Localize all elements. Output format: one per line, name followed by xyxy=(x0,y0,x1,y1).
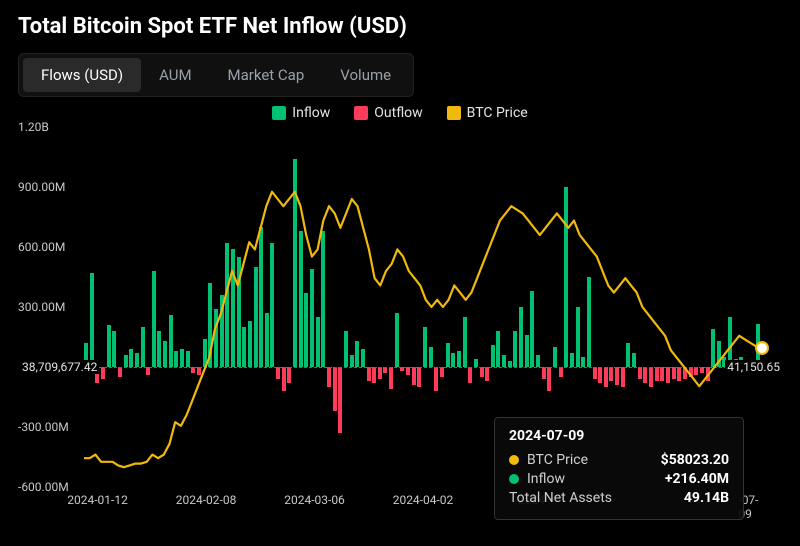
tab-volume[interactable]: Volume xyxy=(322,58,409,92)
legend: Inflow Outflow BTC Price xyxy=(18,105,782,121)
swatch-btc xyxy=(447,106,461,120)
y-tick: 600.00M xyxy=(18,240,65,254)
x-tick: 2024-03-06 xyxy=(284,493,345,507)
page-title: Total Bitcoin Spot ETF Net Inflow (USD) xyxy=(18,14,782,39)
legend-btc: BTC Price xyxy=(447,105,528,121)
x-tick: -07-09 xyxy=(738,493,758,521)
tab-flows-usd-[interactable]: Flows (USD) xyxy=(23,58,141,92)
legend-outflow-label: Outflow xyxy=(374,105,422,121)
tab-market-cap[interactable]: Market Cap xyxy=(210,58,323,92)
legend-inflow-label: Inflow xyxy=(292,105,330,121)
btc-line xyxy=(84,127,762,487)
x-tick: 2024 xyxy=(518,493,545,507)
y-tick: -300.00M xyxy=(18,420,69,434)
swatch-inflow xyxy=(272,106,286,120)
tab-aum[interactable]: AUM xyxy=(141,58,209,92)
chart-area[interactable]: 38,709,677.42 41,150.65 2024-01-12 2024-0… xyxy=(18,127,782,517)
x-tick: 2024-04-02 xyxy=(393,493,454,507)
y-tick: -600.00M xyxy=(18,480,69,494)
legend-inflow: Inflow xyxy=(272,105,330,121)
chart-card: Total Bitcoin Spot ETF Net Inflow (USD) … xyxy=(0,0,800,546)
legend-outflow: Outflow xyxy=(354,105,422,121)
legend-btc-label: BTC Price xyxy=(467,105,528,121)
swatch-outflow xyxy=(354,106,368,120)
tab-bar: Flows (USD)AUMMarket CapVolume xyxy=(18,53,414,97)
y-tick: 1.20B xyxy=(18,120,49,134)
y-tick: 300.00M xyxy=(18,300,65,314)
plot-area: 38,709,677.42 41,150.65 xyxy=(84,127,762,487)
x-axis-labels: 2024-01-122024-02-082024-03-062024-04-02… xyxy=(84,493,762,511)
x-tick: 2024-02-08 xyxy=(176,493,237,507)
x-tick: 2024-01-12 xyxy=(67,493,128,507)
end-marker xyxy=(755,341,769,355)
y-tick: 900.00M xyxy=(18,180,65,194)
